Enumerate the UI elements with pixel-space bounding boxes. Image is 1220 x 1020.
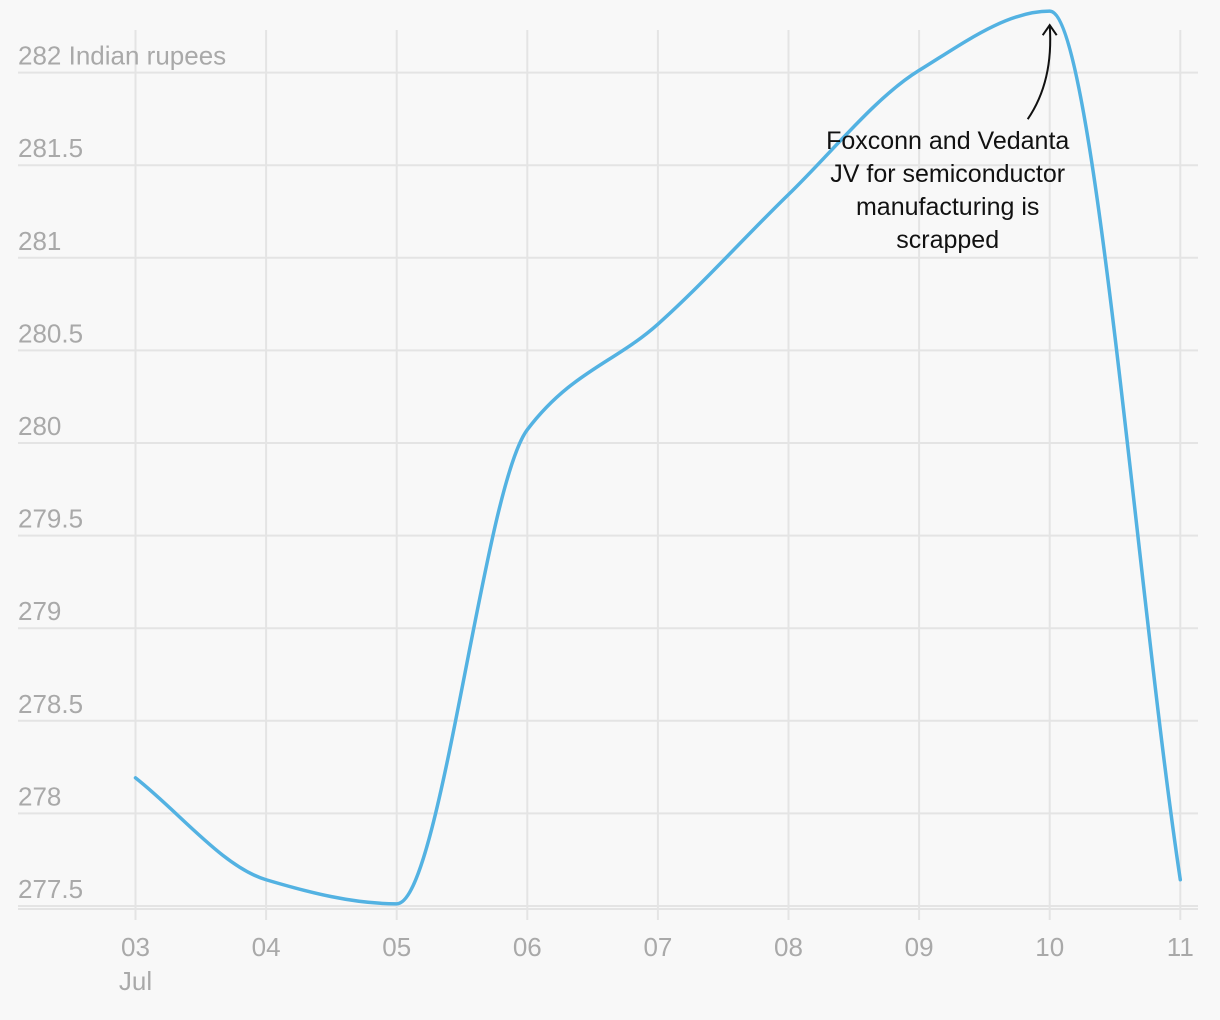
y-tick-label: 281.5 [18,133,83,163]
y-tick-label: 280 [18,411,61,441]
x-tick-label: 04 [252,932,281,962]
annotation-arrow [1026,25,1052,120]
x-tick-label: 07 [643,932,672,962]
x-tick-label: 11 [1167,932,1194,962]
y-gridlines [18,71,1198,910]
y-tick-label: 278 [18,781,61,811]
x-tick-label: 05 [382,932,411,962]
x-tick-label: 03 [121,932,150,962]
annotation-text-line: manufacturing is [856,193,1039,221]
x-tick-label: 08 [774,932,803,962]
x-tick-label: 06 [513,932,542,962]
x-tick-label: 10 [1035,932,1064,962]
y-tick-label: 278.5 [18,689,83,719]
price-series-line [133,9,1183,906]
x-axis-labels: 03 04 05 06 07 08 09 10 11 [121,932,1194,962]
y-tick-label: 280.5 [18,318,83,348]
annotation-text-line: JV for semiconductor [830,160,1065,188]
y-tick-label: 282 Indian rupees [18,41,226,71]
y-tick-label: 281 [18,226,61,256]
x-tick-label: 09 [905,932,934,962]
y-tick-label: 279 [18,596,61,626]
y-tick-label: 277.5 [18,874,83,904]
y-axis-labels: 277.5 278 278.5 279 279.5 280 280.5 281 281.5 282… [18,41,226,904]
y-tick-label: 279.5 [18,504,83,534]
annotation: Foxconn and Vedanta JV for semiconductor… [826,23,1069,254]
annotation-arrow-head [1041,23,1058,36]
x-axis-month-label: Jul [119,966,152,996]
annotation-text-line: Foxconn and Vedanta [826,127,1069,155]
x-gridlines [134,30,1182,920]
annotation-text-line: scrapped [896,226,999,254]
